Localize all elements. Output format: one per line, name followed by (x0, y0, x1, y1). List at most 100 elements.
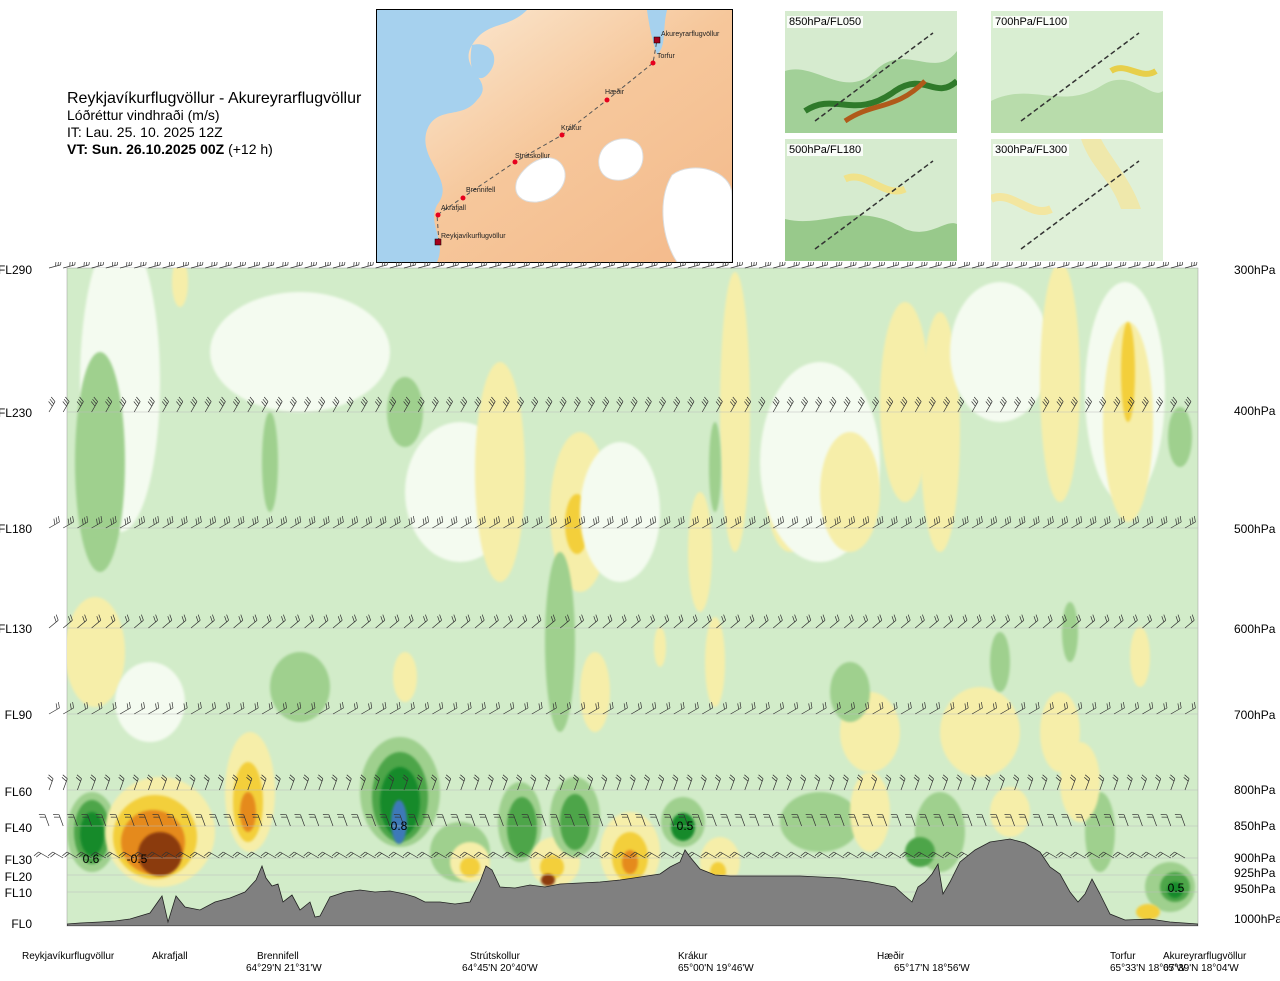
wind-barb (771, 774, 778, 791)
wind-barb (332, 614, 343, 629)
wind-barb (970, 774, 977, 791)
wind-barb (347, 702, 358, 715)
wind-barb (375, 516, 387, 529)
wind-barb (166, 814, 178, 827)
wind-barb (1018, 814, 1030, 827)
wind-barb (1099, 262, 1113, 269)
waypoint-name: Akrafjall (152, 951, 188, 962)
mini-map-300-svg (991, 139, 1163, 261)
wind-barb (318, 702, 330, 715)
wind-barb (67, 814, 78, 827)
waypoint-coord: 65°39'N 18°04'W (1163, 963, 1239, 974)
wind-barb (195, 814, 206, 827)
wind-barb (416, 774, 423, 791)
wind-barb (190, 396, 198, 413)
wind-barb (1142, 702, 1154, 715)
wind-barb (109, 814, 121, 827)
wind-barb (459, 851, 476, 859)
wind-barb (658, 396, 666, 413)
mini-map-field (785, 215, 957, 261)
wind-barb (1027, 774, 1034, 791)
wind-barb (190, 262, 204, 269)
velocity-cell (880, 302, 930, 502)
map-label-strutskollur: Strútskollur (515, 153, 551, 160)
wind-barb (630, 614, 641, 629)
pressure-axis: 300hPa 400hPa 500hPa 600hPa 700hPa 800hP… (1234, 263, 1280, 926)
wind-barb (1170, 702, 1182, 715)
wind-barb (545, 614, 556, 629)
wind-barb (957, 262, 971, 269)
wind-barb (592, 814, 604, 827)
wind-barb (858, 702, 870, 715)
wind-barb (76, 851, 92, 859)
wind-barb (1142, 516, 1154, 529)
wind-barb (63, 702, 74, 715)
wind-barb (716, 614, 726, 629)
wind-barb (1055, 774, 1062, 791)
velocity-cell (1040, 268, 1080, 502)
wind-barb (545, 262, 559, 269)
wind-barb (734, 814, 746, 827)
route-waypoints (434, 36, 661, 246)
mini-map-500: 500hPa/FL180 (785, 139, 957, 261)
wind-barb (714, 774, 721, 791)
velocity-cell (80, 812, 104, 856)
wind-barb (63, 516, 74, 529)
wind-barb (1028, 516, 1040, 529)
wind-barb (588, 262, 601, 269)
wind-barb (503, 614, 513, 629)
wind-barb (858, 614, 868, 629)
velocity-cell (1062, 602, 1078, 662)
wind-barb (900, 516, 912, 529)
waypoint-name: Strútskollur (470, 951, 521, 962)
wind-barb (715, 851, 731, 859)
wind-barb (1000, 702, 1012, 715)
wind-barb (503, 262, 516, 269)
waypoint-brennifell: Brennifell 64°29'N 21°31'W (246, 951, 322, 975)
wind-barb (1113, 516, 1125, 529)
wind-barb (233, 702, 245, 715)
wind-barb (90, 774, 97, 791)
wind-barb (673, 396, 681, 413)
wind-barb (332, 396, 340, 413)
wind-barb (331, 851, 348, 859)
wind-barb (48, 702, 60, 715)
wind-barb (304, 702, 316, 715)
wind-barb (318, 614, 329, 629)
wind-barb (503, 702, 515, 715)
wind-barb (77, 516, 89, 529)
wind-barb (871, 851, 887, 859)
wind-barb (744, 516, 756, 529)
wind-barb (261, 396, 269, 413)
wind-barb (531, 702, 543, 715)
wind-barb (436, 814, 447, 827)
wind-barb (517, 614, 528, 629)
wind-barb (876, 814, 888, 827)
wind-barb (345, 774, 352, 791)
wind-barb (1084, 396, 1092, 413)
wind-barb (474, 702, 486, 715)
pressure-label: 700hPa (1234, 708, 1276, 722)
wind-barb (359, 774, 366, 791)
wind-barb (474, 516, 486, 529)
wind-barb (217, 774, 224, 791)
velocity-cell (905, 837, 935, 867)
wind-barb (1127, 851, 1143, 859)
wind-barb (545, 516, 557, 529)
wind-barb (1057, 516, 1068, 529)
wind-barb (62, 614, 73, 629)
mini-map-field (1109, 65, 1158, 77)
wind-barb (692, 814, 703, 827)
wind-barb (346, 396, 354, 413)
wind-barb (517, 262, 530, 269)
wind-barb (573, 396, 581, 413)
fl-label: FL230 (0, 406, 32, 420)
wind-barb (715, 396, 723, 413)
wind-barb (489, 262, 502, 269)
wind-barb (389, 396, 397, 413)
wind-barb (1146, 814, 1157, 827)
wind-barb (389, 702, 401, 715)
wind-barb (1089, 814, 1101, 827)
wind-barb (251, 814, 263, 827)
wind-barb (1099, 614, 1110, 629)
